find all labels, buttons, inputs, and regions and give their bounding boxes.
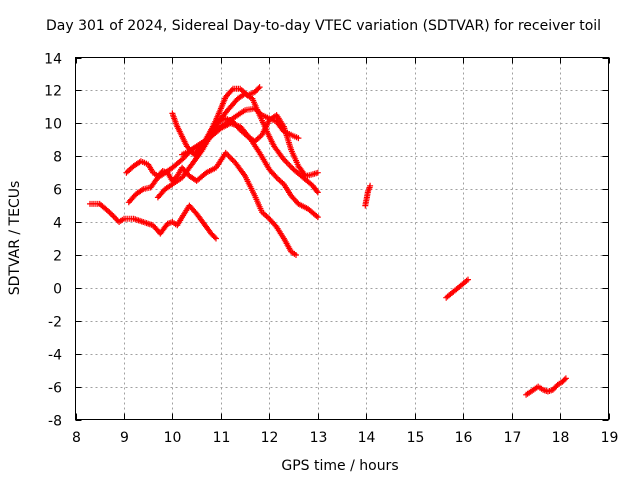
y-tick-label: -2: [48, 315, 62, 331]
series-arc-5: [169, 84, 263, 158]
x-tick-label: 11: [213, 430, 231, 446]
x-tick-label: 15: [407, 430, 425, 446]
axis-ticks: 8 9 10 11 12 13 14 15 16 17 18 19 -8 -6 -4 -2 0 2 4 6 8 10 12 1…: [44, 52, 618, 447]
y-tick-label: 0: [53, 282, 62, 298]
data-point: [110, 213, 117, 220]
series-arc-1: [87, 200, 219, 242]
series-arc-9: [443, 276, 471, 301]
series-arc-7: [193, 112, 321, 179]
x-tick-label: 19: [601, 430, 619, 446]
data-point: [109, 212, 116, 218]
x-axis-label: GPS time / hours: [281, 458, 398, 474]
y-axis-label: SDTVAR / TECUs: [7, 181, 23, 296]
data-point: [465, 276, 471, 283]
series-arc-4: [154, 90, 321, 201]
x-tick-label: 13: [310, 430, 328, 446]
y-tick-label: -8: [48, 414, 62, 430]
data-points: [87, 84, 569, 398]
y-tick-label: 8: [53, 150, 62, 166]
data-point: [211, 234, 218, 241]
data-point: [314, 214, 321, 221]
series-arc-10: [523, 375, 569, 398]
data-point: [228, 87, 235, 94]
data-point: [213, 235, 219, 242]
y-tick-label: 6: [53, 183, 62, 199]
y-tick-label: 12: [44, 84, 62, 100]
chart-title: Day 301 of 2024, Sidereal Day-to-day VTE…: [46, 18, 601, 34]
data-point: [255, 85, 262, 92]
y-tick-label: 2: [53, 249, 62, 265]
data-point: [562, 375, 569, 382]
data-point: [314, 169, 321, 176]
data-point: [561, 376, 568, 383]
x-tick-label: 17: [504, 430, 522, 446]
x-tick-label: 18: [552, 430, 570, 446]
x-tick-label: 14: [358, 430, 376, 446]
y-tick-label: 4: [53, 216, 62, 232]
series-arc-2: [123, 149, 299, 258]
data-point: [295, 135, 302, 142]
x-tick-label: 10: [164, 430, 182, 446]
y-tick-label: -6: [48, 381, 62, 397]
y-tick-label: -4: [48, 348, 62, 364]
x-tick-label: 9: [120, 430, 129, 446]
data-point: [256, 84, 263, 91]
data-point: [313, 188, 320, 195]
series-arc-8: [362, 182, 374, 209]
data-point: [214, 120, 221, 126]
data-point: [367, 182, 374, 189]
x-tick-label: 16: [455, 430, 473, 446]
y-tick-label: 14: [44, 52, 62, 68]
y-tick-label: 10: [44, 117, 62, 133]
x-tick-label: 8: [72, 430, 81, 446]
grid: [75, 57, 609, 420]
data-point: [293, 252, 299, 258]
data-point: [314, 189, 321, 196]
plot-frame: [75, 57, 609, 420]
x-tick-label: 12: [261, 430, 279, 446]
